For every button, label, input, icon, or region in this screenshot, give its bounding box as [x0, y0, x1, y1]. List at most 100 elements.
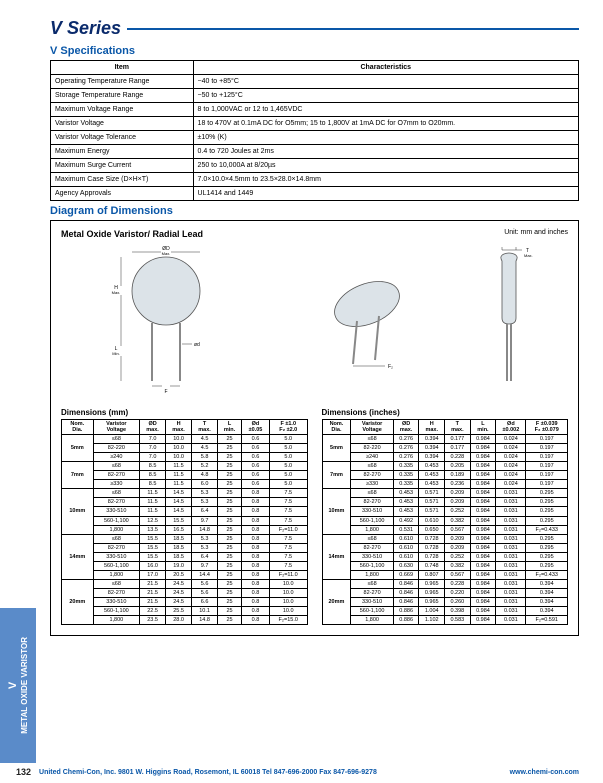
dim-cell: 0.209 [445, 534, 471, 543]
dim-cell: ≤68 [351, 462, 393, 471]
dim-col-header: ØDmax. [140, 420, 166, 435]
svg-text:F₂: F₂ [388, 364, 393, 370]
unit-label: Unit: mm and inches [504, 229, 568, 236]
dim-cell: 0.610 [393, 534, 419, 543]
table-row: 560-1,10016.019.09.7250.87.5 [62, 561, 308, 570]
dim-cell: 0.984 [470, 444, 496, 453]
dim-cell: 5.3 [192, 534, 218, 543]
dim-cell: 1,800 [351, 525, 393, 534]
dim-cell: 0.394 [526, 606, 568, 615]
dim-cell: 0.209 [445, 543, 471, 552]
dim-cell: 0.031 [496, 561, 526, 570]
dim-cell: 0.8 [241, 606, 269, 615]
dim-cell: 7.0 [140, 435, 166, 444]
dim-cell: 0.031 [496, 552, 526, 561]
dim-cell: 23.5 [140, 616, 166, 625]
dim-cell: F₂=15.0 [269, 616, 307, 625]
dim-cell: F₂=11.0 [269, 570, 307, 579]
dim-cell: 18.5 [166, 534, 192, 543]
dim-cell: 0.8 [241, 543, 269, 552]
dim-mm-table: Nom.Dia.VaristorVoltageØDmax.Hmax.Tmax.L… [61, 419, 308, 625]
dim-cell: 11.5 [140, 498, 166, 507]
dim-cell: 15.5 [140, 552, 166, 561]
dim-cell: 0.031 [496, 588, 526, 597]
spec-value: 18 to 470V at 0.1mA DC for O5mm; 15 to 1… [193, 117, 578, 131]
dim-cell: 0.728 [419, 534, 445, 543]
dim-col-header: VaristorVoltage [351, 420, 393, 435]
spec-value: 8 to 1,000VAC or 12 to 1,465VDC [193, 103, 578, 117]
dim-cell: 0.197 [526, 462, 568, 471]
dim-cell: 14.5 [166, 507, 192, 516]
table-row: Varistor Voltage18 to 470V at 0.1mA DC f… [51, 117, 579, 131]
table-row: Maximum Voltage Range8 to 1,000VAC or 12… [51, 103, 579, 117]
diagram-section-title: Diagram of Dimensions [50, 205, 579, 217]
dim-cell: 0.984 [470, 597, 496, 606]
dim-cell: 560-1,100 [351, 561, 393, 570]
table-row: ≥2400.2760.3940.2280.9840.0240.197 [322, 453, 568, 462]
dim-cell: 21.5 [140, 597, 166, 606]
dim-cell: 0.846 [393, 579, 419, 588]
dim-cell: 0.295 [526, 516, 568, 525]
spec-value: 7.0×10.0×4.5mm to 23.5×28.0×14.8mm [193, 173, 578, 187]
dim-cell: 0.453 [419, 480, 445, 489]
diagram-svg-area: ØD Max. H Max. L Min. ød F [61, 243, 568, 398]
dim-cell: 22.5 [140, 606, 166, 615]
dim-cell: 0.6 [241, 435, 269, 444]
dim-col-header: Nom.Dia. [322, 420, 351, 435]
dim-cell: 25 [218, 480, 242, 489]
dim-cell: 0.886 [393, 616, 419, 625]
dim-col-header: Ød±0.05 [241, 420, 269, 435]
dim-cell: 0.8 [241, 489, 269, 498]
dim-cell: 0.024 [496, 453, 526, 462]
spec-value: 0.4 to 720 Joules at 2ms [193, 145, 578, 159]
dim-cell: 0.024 [496, 444, 526, 453]
dim-in-col: Dimensions (inches) Nom.Dia.VaristorVolt… [322, 408, 569, 625]
dim-cell: 330-510 [351, 597, 393, 606]
side-tab: V METAL OXIDE VARISTOR [0, 608, 36, 763]
dim-cell: 25 [218, 588, 242, 597]
dim-cell: 0.6 [241, 471, 269, 480]
dim-cell: 4.5 [192, 444, 218, 453]
dim-cell: 8.5 [140, 480, 166, 489]
dim-cell: 0.031 [496, 516, 526, 525]
dim-cell: ≤68 [93, 462, 139, 471]
dim-cell: 6.6 [192, 597, 218, 606]
dim-cell: ≥240 [351, 453, 393, 462]
dim-cell: 82-270 [93, 471, 139, 480]
dim-cell: 5.0 [269, 480, 307, 489]
table-row: 10mm≤680.4530.5710.2090.9840.0310.295 [322, 489, 568, 498]
dim-cell: F₂=0.591 [526, 616, 568, 625]
dim-cell: 8.5 [140, 471, 166, 480]
dim-cell: 10.0 [269, 606, 307, 615]
table-row: 330-51015.518.56.4250.87.5 [62, 552, 308, 561]
dim-cell: 0.8 [241, 570, 269, 579]
series-heading: V Series [50, 18, 579, 39]
dim-cell: ≤68 [93, 435, 139, 444]
dim-cell: 15.5 [166, 516, 192, 525]
dim-cell: 7.5 [269, 516, 307, 525]
table-row: ≥3308.511.56.0250.65.0 [62, 480, 308, 489]
footer-company: United Chemi-Con, Inc. 9801 W. Higgins R… [39, 769, 510, 776]
table-row: 5mm≤687.010.04.5250.65.0 [62, 435, 308, 444]
dim-cell: 5.0 [269, 453, 307, 462]
dim-cell: 0.295 [526, 498, 568, 507]
table-row: 1,80023.528.014.8250.8F₂=15.0 [62, 616, 308, 625]
dim-cell: 0.382 [445, 516, 471, 525]
svg-text:Max.: Max. [111, 290, 120, 295]
dim-cell: 25 [218, 471, 242, 480]
spec-value: ±10% (K) [193, 131, 578, 145]
dim-cell: 10.1 [192, 606, 218, 615]
dim-cell: 0.610 [393, 543, 419, 552]
dim-cell: 0.252 [445, 552, 471, 561]
dim-cell: 0.6 [241, 453, 269, 462]
dim-dia-cell: 5mm [322, 435, 351, 462]
dim-cell: 11.5 [140, 507, 166, 516]
dim-cell: 7.5 [269, 552, 307, 561]
dim-cell: 0.236 [445, 480, 471, 489]
dim-cell: 6.4 [192, 552, 218, 561]
dim-cell: 0.8 [241, 507, 269, 516]
dim-in-head-row: Nom.Dia.VaristorVoltageØDmax.Hmax.Tmax.L… [322, 420, 568, 435]
dim-cell: 1.102 [419, 616, 445, 625]
dim-cell: 0.984 [470, 579, 496, 588]
dim-cell: 82-270 [93, 543, 139, 552]
